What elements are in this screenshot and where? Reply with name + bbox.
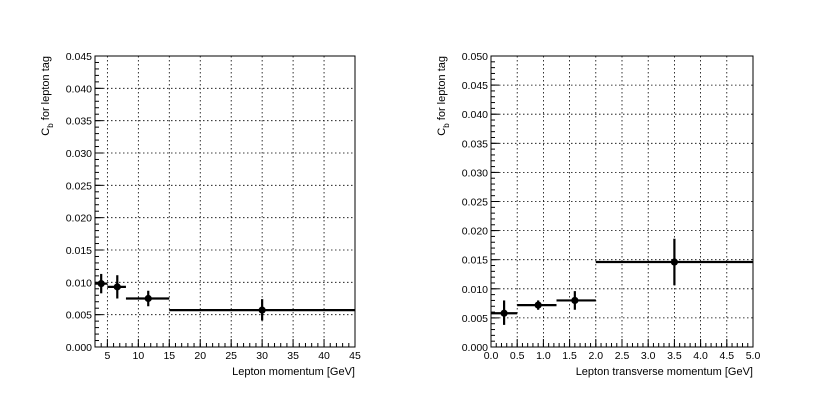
y-tick-label: 0.010 (462, 284, 488, 296)
y-axis-label: Cb for lepton tag (436, 56, 451, 136)
data-point (258, 306, 266, 314)
x-tick-label: 10 (132, 350, 144, 362)
data-point (534, 301, 542, 309)
chart-panel-momentum: 5 10 15 20 25 30 35 40 45 0.000 0.005 0.010 0.015 0.0… (40, 51, 361, 378)
plot-frame (94, 55, 356, 348)
data-point (571, 296, 579, 305)
y-axis-label-subscript: b (442, 123, 451, 128)
y-tick-label: 0.020 (66, 213, 92, 225)
chart-panel-transverse-momentum: 0.0 0.5 1.0 1.5 2.0 2.5 3.0 3.5 4.0 4.5 5.0 0.000 0.… (436, 51, 760, 378)
data-point (97, 280, 105, 288)
y-tick-label: 0.000 (462, 342, 488, 354)
y-axis-label-subscript: b (46, 123, 55, 128)
x-tick-label: 3.5 (667, 350, 682, 362)
y-tick-label: 0.005 (462, 313, 488, 325)
x-tick-label: 45 (349, 350, 361, 362)
y-tick-label: 0.035 (66, 116, 92, 128)
x-tick-label: 30 (256, 350, 268, 362)
x-axis-label: Lepton transverse momentum [GeV] (576, 366, 753, 378)
y-axis-label-rest: for lepton tag (40, 56, 52, 123)
y-tick-label: 0.015 (462, 255, 488, 267)
y-axis-label: Cb for lepton tag (40, 56, 55, 136)
x-tick-label: 35 (287, 350, 299, 362)
y-tick-label: 0.030 (462, 167, 488, 179)
y-tick-label: 0.010 (66, 277, 92, 289)
x-tick-label: 4.5 (719, 350, 734, 362)
y-tick-label: 0.020 (462, 226, 488, 238)
y-tick-label: 0.040 (66, 83, 92, 95)
y-tick-label: 0.000 (66, 342, 92, 354)
y-tick-label: 0.045 (462, 80, 488, 92)
y-tick-label: 0.005 (66, 310, 92, 322)
y-tick-label: 0.025 (66, 180, 92, 192)
y-tick-label: 0.045 (66, 51, 92, 63)
y-tick-label: 0.015 (66, 245, 92, 257)
y-tick-label: 0.035 (462, 138, 488, 150)
x-tick-label: 2.0 (588, 350, 603, 362)
x-tick-label: 15 (163, 350, 175, 362)
x-tick-label: 40 (318, 350, 330, 362)
y-axis-label-rest: for lepton tag (436, 56, 448, 123)
x-tick-label: 20 (194, 350, 206, 362)
x-tick-label: 1.0 (536, 350, 551, 362)
x-tick-label: 3.0 (641, 350, 656, 362)
x-axis-label: Lepton momentum [GeV] (232, 366, 355, 378)
y-axis-label-main: C (40, 128, 52, 136)
data-point (500, 309, 508, 317)
x-tick-label: 5 (104, 350, 110, 362)
x-tick-label: 0.0 (484, 350, 499, 362)
y-axis-label-main: C (436, 128, 448, 136)
x-tick-label: 2.5 (615, 350, 630, 362)
data-point (670, 258, 679, 266)
y-tick-label: 0.025 (462, 197, 488, 209)
y-tick-label: 0.030 (66, 148, 92, 160)
x-tick-label: 4.0 (693, 350, 708, 362)
y-tick-label: 0.050 (462, 51, 488, 63)
x-tick-label: 5.0 (746, 350, 761, 362)
data-point (113, 283, 121, 291)
x-tick-label: 0.5 (510, 350, 525, 362)
x-tick-label: 25 (225, 350, 237, 362)
data-point (144, 294, 152, 303)
y-tick-label: 0.040 (462, 109, 488, 121)
x-tick-label: 1.5 (562, 350, 577, 362)
